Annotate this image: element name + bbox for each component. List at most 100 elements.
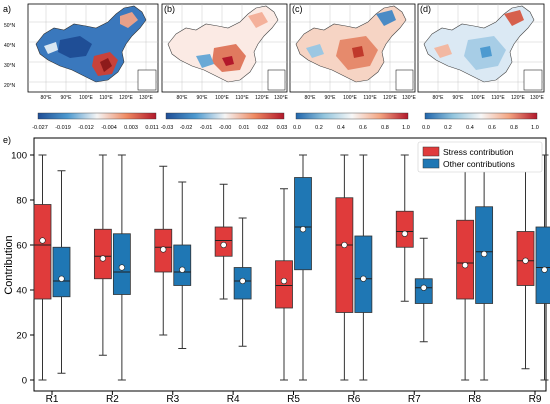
- box-iqr: [395, 210, 414, 248]
- lon-tick: 120°E: [383, 95, 397, 101]
- colorbar-tick: 0.0: [422, 125, 430, 131]
- colorbar-tick: 0.03: [277, 125, 288, 131]
- x-tick-label: R9: [529, 394, 542, 404]
- mean-marker: [99, 255, 106, 262]
- box-r9-other: [535, 154, 550, 381]
- colorbar-tick: 0.011: [145, 125, 158, 131]
- colorbar-tick: -0.03: [161, 125, 174, 131]
- lat-tick: 20°N: [4, 83, 16, 89]
- colorbar-a: [37, 112, 157, 120]
- mean-marker: [58, 275, 65, 282]
- legend-label: Other contributions: [443, 159, 515, 169]
- mean-marker: [541, 266, 548, 273]
- x-tick-label: R1: [46, 394, 59, 404]
- legend-frame: [417, 141, 543, 173]
- map-panel-a: a) 50°N 40°N 30°N 20°N 80°E 90°E 100°E 1…: [3, 3, 159, 131]
- box-iqr: [52, 246, 71, 298]
- box-iqr: [414, 278, 433, 304]
- box-iqr: [456, 219, 475, 300]
- mean-marker: [280, 277, 288, 285]
- lon-tick: 130°E: [402, 95, 416, 101]
- map-panel-a-label: a): [3, 4, 11, 14]
- box-r4-stress: [214, 183, 233, 300]
- lon-tick: 100°E: [471, 95, 485, 101]
- colorbar-tick: 1.0: [402, 125, 410, 131]
- lon-tick: 110°E: [235, 95, 249, 101]
- x-tick-label: R2: [106, 394, 119, 404]
- box-r1-other: [52, 170, 71, 374]
- box-r2-stress: [93, 154, 112, 356]
- colorbar-tick: -0.012: [78, 125, 94, 131]
- colorbar-tick: 0.6: [359, 125, 367, 131]
- lon-tick: 80°E: [177, 95, 189, 101]
- box-iqr: [294, 177, 312, 271]
- legend-swatch: [422, 158, 440, 169]
- x-tick-label: R3: [166, 394, 179, 404]
- y-axis: 0 20 40 60 80 100: [11, 151, 34, 387]
- colorbar-tick: 0.01: [239, 125, 250, 131]
- lon-tick: 120°E: [119, 95, 133, 101]
- lon-tick: 130°E: [139, 95, 153, 101]
- x-tick-label: R8: [468, 394, 481, 404]
- mean-marker: [522, 257, 529, 264]
- lon-tick: 90°E: [325, 95, 337, 101]
- colorbar-tick: 0.8: [510, 125, 518, 131]
- map-panel-b-label: (b): [164, 4, 175, 14]
- box-r3-other: [173, 181, 192, 349]
- colorbar-tick: 1.0: [531, 125, 539, 131]
- lon-tick: 100°E: [215, 95, 229, 101]
- mean-marker: [220, 241, 227, 249]
- mean-marker: [118, 264, 125, 271]
- colorbar-c: [295, 112, 409, 120]
- map-panel-d-label: (d): [420, 4, 431, 14]
- colorbar-tick: 0.0: [293, 125, 301, 131]
- map-panel-b: (b) 80°E 90°E 100°E 110°E 120°E 130°E -0…: [161, 3, 288, 131]
- colorbar-tick: -0.027: [32, 125, 48, 131]
- colorbar-tick: 0.003: [124, 125, 138, 131]
- box-iqr: [354, 235, 373, 313]
- lon-tick: 130°E: [530, 95, 544, 101]
- mean-marker: [179, 266, 186, 273]
- box-r5-stress: [275, 188, 293, 381]
- lat-tick: 40°N: [4, 43, 16, 49]
- y-tick-label: 40: [16, 286, 27, 297]
- lon-tick: 90°E: [197, 95, 209, 101]
- y-axis-label: Contribution: [3, 235, 15, 294]
- legend: Stress contribution Other contributions: [417, 141, 543, 173]
- box-r7-stress: [395, 154, 414, 302]
- colorbar-tick: 0.8: [381, 125, 389, 131]
- boxplot-panel-label: e): [3, 135, 11, 145]
- map-panel-d: (d) 80°E 90°E 100°E 110°E 120°E 130°E 0.…: [417, 3, 544, 131]
- legend-label: Stress contribution: [443, 147, 514, 157]
- mean-marker: [401, 230, 408, 237]
- lat-tick: 50°N: [4, 23, 16, 29]
- mean-marker: [360, 275, 367, 282]
- lon-tick: 80°E: [41, 95, 53, 101]
- colorbar-tick: -0.02: [180, 125, 193, 131]
- box-r3-stress: [154, 165, 173, 336]
- box-r1-stress: [33, 154, 52, 381]
- colorbar-tick: 0.2: [444, 125, 452, 131]
- colorbar-tick: 0.4: [337, 125, 345, 131]
- x-axis: R1 R2 R3 R4 R5 R6 R7 R8 R9: [46, 391, 542, 404]
- lat-tick: 30°N: [4, 63, 16, 69]
- lon-tick: 130°E: [274, 95, 288, 101]
- x-tick-label: R5: [287, 394, 300, 404]
- box-iqr: [93, 228, 112, 280]
- colorbar-tick: -0.004: [101, 125, 117, 131]
- colorbar-tick: -0.019: [55, 125, 71, 131]
- lon-tick: 110°E: [491, 95, 505, 101]
- colorbar-b: [165, 112, 285, 120]
- lon-tick: 80°E: [305, 95, 317, 101]
- x-tick-label: R6: [347, 394, 360, 404]
- mean-marker: [462, 262, 469, 269]
- lon-tick: 110°E: [99, 95, 113, 101]
- y-tick-label: 60: [16, 241, 27, 252]
- y-tick-label: 80: [16, 196, 27, 207]
- map-panel-c: (c) 80°E 90°E 100°E 110°E 120°E 130°E 0.…: [289, 3, 416, 131]
- colorbar-tick: 0.4: [466, 125, 474, 131]
- lon-tick: 120°E: [511, 95, 525, 101]
- mean-marker: [160, 246, 167, 253]
